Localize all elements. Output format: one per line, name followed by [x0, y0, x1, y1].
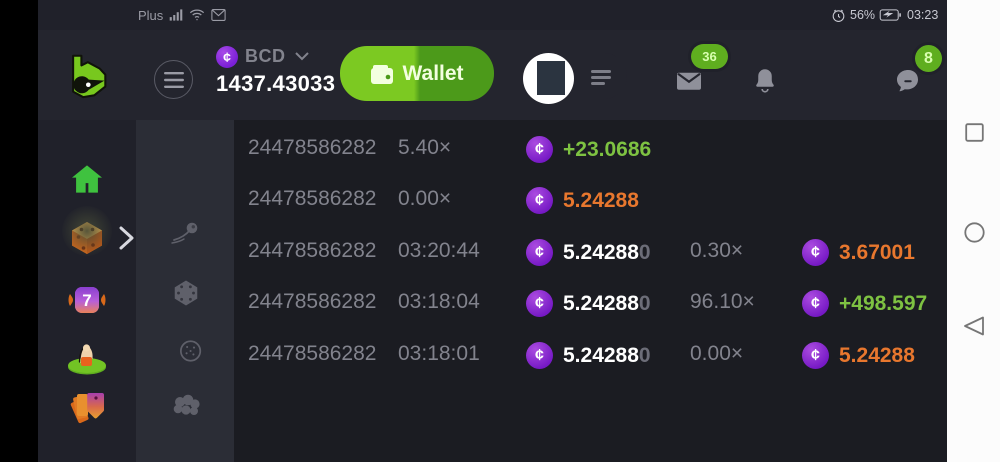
svg-text:7: 7 [82, 291, 91, 310]
